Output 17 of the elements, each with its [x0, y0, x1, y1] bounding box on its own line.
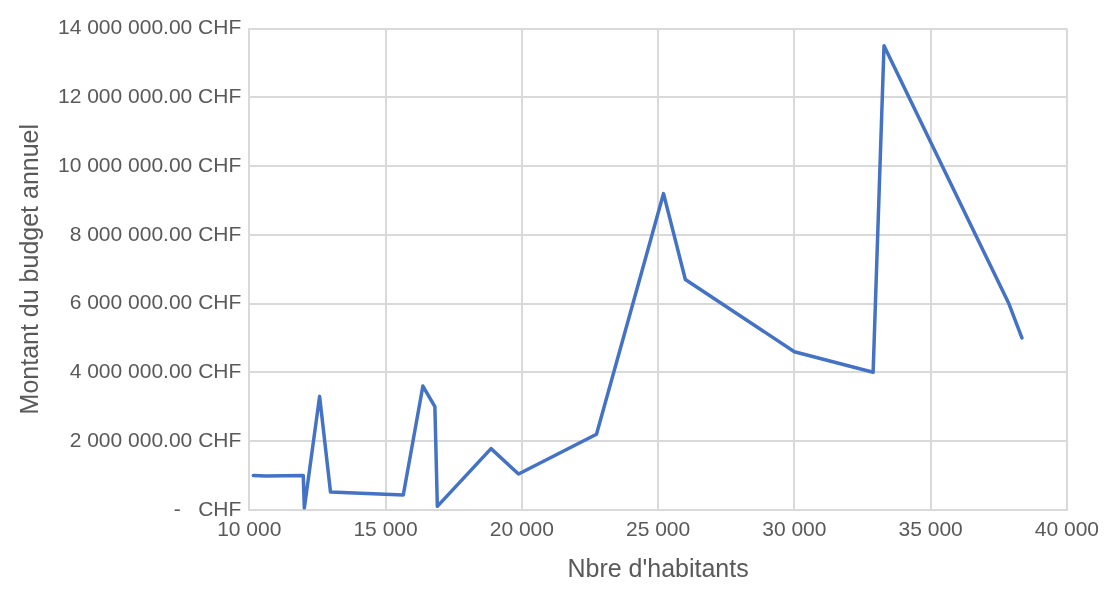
x-tick-label: 10 000: [217, 517, 282, 541]
y-tick-label: 12 000 000.00 CHF: [57, 84, 242, 108]
x-tick-label: 20 000: [489, 517, 554, 541]
y-tick-label: 14 000 000.00 CHF: [57, 15, 242, 39]
x-tick-label: 25 000: [625, 517, 691, 541]
y-tick-label: 8 000 000.00 CHF: [69, 221, 242, 245]
y-tick-label: 2 000 000.00 CHF: [69, 427, 242, 451]
x-tick-label: 15 000: [353, 517, 418, 541]
y-tick-label: 6 000 000.00 CHF: [69, 290, 242, 314]
x-axis-title: Nbre d'habitants: [567, 553, 749, 582]
x-tick-label: 35 000: [898, 517, 963, 541]
y-tick-label: 4 000 000.00 CHF: [69, 359, 242, 383]
x-tick-label: 30 000: [762, 517, 827, 541]
y-tick-label: 10 000 000.00 CHF: [57, 152, 242, 176]
y-axis-title: Montant du budget annuel: [14, 123, 43, 415]
y-tick-label: - CHF: [173, 496, 242, 520]
x-tick-label: 40 000: [1034, 517, 1099, 541]
